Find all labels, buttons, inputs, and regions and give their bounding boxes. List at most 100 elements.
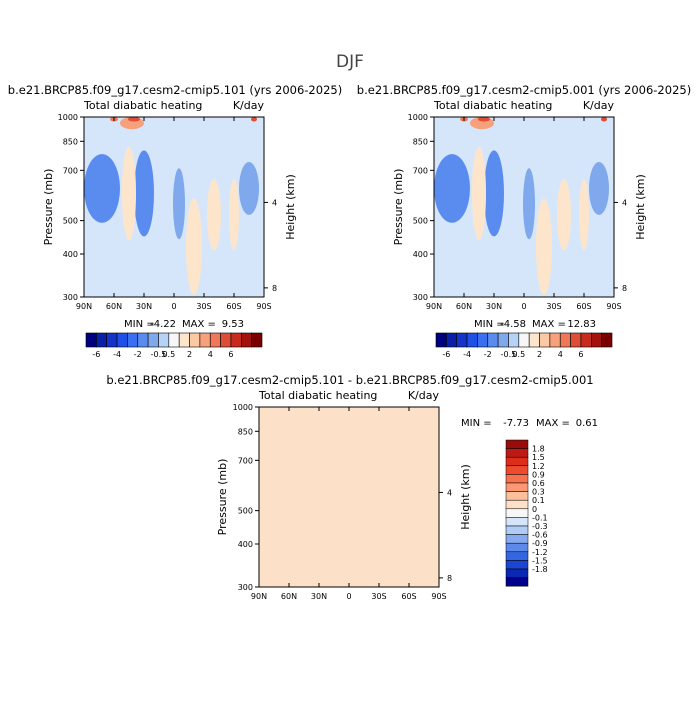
- x-tick-label: 90S: [606, 302, 621, 311]
- y-tick-label: 500: [63, 217, 78, 226]
- colorbar-swatch: [505, 560, 529, 570]
- colorbar-label: 6: [578, 350, 583, 359]
- colorbar-label: -4: [463, 350, 471, 359]
- colorbar-swatch: [505, 542, 529, 553]
- colorbar-swatch: [505, 439, 529, 449]
- panel-3-case-title: b.e21.BRCP85.f09_g17.cesm2-cmip5.101 - b…: [106, 373, 593, 387]
- heating-band: [536, 198, 552, 295]
- colorbar-label: 1.8: [532, 445, 545, 454]
- colorbar-label: -0.9: [532, 539, 548, 548]
- colorbar-swatch: [505, 551, 529, 561]
- height-tick-label: 4: [447, 488, 452, 497]
- panel-3-y2label: Height (km): [459, 464, 472, 530]
- panel-1-plot-area: [84, 117, 264, 297]
- colorbar-swatch: [505, 577, 529, 587]
- height-tick-label: 4: [622, 198, 627, 207]
- colorbar-swatch: [570, 332, 582, 348]
- cooling-core: [589, 162, 609, 215]
- colorbar-label: -0.5: [151, 350, 167, 359]
- panel-1-min-label: MIN =: [124, 319, 155, 330]
- panel-2-y2label: Height (km): [634, 174, 647, 240]
- colorbar-label: -1.8: [532, 565, 548, 574]
- y-tick-label: 400: [238, 540, 253, 549]
- cooling-core: [239, 162, 259, 215]
- colorbar-label: -0.5: [501, 350, 517, 359]
- heating-band: [579, 179, 589, 251]
- panel-1-max-label: MAX =: [182, 319, 216, 330]
- colorbar-swatch: [127, 332, 139, 348]
- colorbar-label: 0.6: [532, 479, 545, 488]
- heating-band: [122, 146, 136, 241]
- colorbar-swatch: [505, 568, 529, 578]
- colorbar-label: 0: [532, 505, 537, 514]
- x-tick-label: 30S: [196, 302, 211, 311]
- colorbar-swatch: [590, 332, 602, 348]
- panel-2-max-label: MAX =: [532, 319, 566, 330]
- colorbar-swatch: [168, 332, 180, 348]
- figure-title: DJF: [336, 52, 364, 72]
- panel-2-axes: 90N 60N 30N 0 30S 60S 90S 300 400 500 700 850 1000 8 4: [408, 113, 627, 311]
- colorbar-label: -6: [442, 350, 450, 359]
- x-tick-label: 0: [346, 592, 351, 601]
- colorbar-label: -0.6: [532, 531, 548, 540]
- y-tick-label: 850: [238, 427, 253, 436]
- colorbar-swatch: [528, 332, 540, 348]
- colorbar-swatch: [505, 482, 529, 492]
- colorbar-swatch: [456, 332, 468, 348]
- panel-3-background: [259, 407, 439, 587]
- colorbar-swatch: [251, 332, 263, 348]
- colorbar-label: 1.5: [532, 453, 545, 462]
- colorbar-swatch: [487, 332, 499, 348]
- colorbar-label: 6: [228, 350, 233, 359]
- panel-1-y2label: Height (km): [284, 174, 297, 240]
- heating-band: [186, 198, 202, 295]
- y-tick-label: 850: [413, 137, 428, 146]
- colorbar-swatch: [505, 508, 529, 518]
- x-tick-label: 30S: [546, 302, 561, 311]
- panel-1-max-value: 9.53: [222, 319, 244, 330]
- colorbar-swatch: [505, 499, 529, 510]
- panel-1-units: K/day: [233, 99, 265, 112]
- colorbar-swatch: [505, 525, 529, 535]
- y-tick-label: 1000: [58, 113, 78, 122]
- colorbar-swatch: [230, 332, 242, 348]
- cooling-core: [84, 154, 120, 223]
- y-tick-label: 300: [63, 293, 78, 302]
- x-tick-label: 30N: [486, 302, 502, 311]
- colorbar-swatch: [147, 332, 159, 348]
- colorbar-swatch: [209, 332, 221, 348]
- colorbar-swatch: [477, 332, 489, 348]
- y-tick-label: 700: [63, 166, 78, 175]
- x-tick-label: 60S: [226, 302, 241, 311]
- panel-2-variable: Total diabatic heating: [433, 99, 552, 112]
- colorbar-label: 0.5: [512, 350, 525, 359]
- colorbar-label: 0.9: [532, 470, 545, 479]
- panel-1-ylabel: Pressure (mb): [42, 169, 55, 246]
- colorbar-swatch: [518, 332, 530, 348]
- panel-1-variable: Total diabatic heating: [83, 99, 202, 112]
- height-tick-label: 8: [447, 574, 452, 583]
- heating-band: [557, 179, 571, 251]
- x-tick-label: 60N: [106, 302, 122, 311]
- x-tick-label: 90N: [76, 302, 92, 311]
- surface-heating-core: [478, 117, 490, 122]
- y-tick-label: 400: [63, 250, 78, 259]
- cooling-core: [523, 168, 535, 240]
- colorbar-swatch: [505, 517, 529, 527]
- x-tick-label: 60N: [281, 592, 297, 601]
- colorbar-panel-3: 1.81.51.20.90.60.30.10-0.1-0.3-0.6-0.9-1…: [505, 439, 548, 587]
- x-tick-label: 0: [521, 302, 526, 311]
- height-tick-label: 4: [272, 198, 277, 207]
- colorbar-swatch: [505, 491, 529, 501]
- colorbar-swatch: [505, 534, 529, 544]
- y-tick-label: 700: [413, 166, 428, 175]
- colorbar-swatch: [508, 332, 520, 348]
- panel-2-min-value: -4.58: [500, 319, 526, 330]
- colorbar-swatch: [137, 332, 149, 348]
- y-tick-label: 500: [413, 217, 428, 226]
- colorbar-label: -4: [113, 350, 121, 359]
- colorbar-label: 4: [558, 350, 563, 359]
- height-tick-label: 8: [622, 284, 627, 293]
- x-tick-label: 30S: [371, 592, 386, 601]
